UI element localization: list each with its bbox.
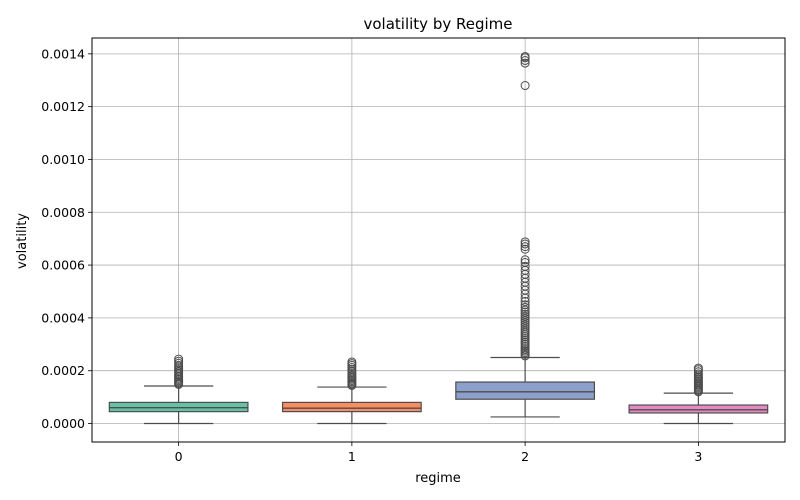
x-tick-label: 1	[348, 449, 356, 464]
outlier-point	[520, 244, 530, 254]
x-tick-label: 3	[694, 449, 702, 464]
x-tick-label: 2	[521, 449, 529, 464]
outlier-point	[520, 311, 530, 321]
y-tick-label: 0.0014	[41, 46, 85, 61]
outlier-point	[693, 369, 703, 379]
iqr-box	[455, 381, 596, 400]
outlier-point	[520, 58, 530, 68]
outlier-point	[520, 239, 530, 249]
outlier-point	[520, 81, 530, 91]
outlier-point	[520, 297, 530, 307]
outlier-point	[520, 302, 530, 312]
outlier-point	[693, 367, 703, 377]
y-tick-label: 0.0012	[41, 99, 85, 114]
outlier-point	[520, 237, 530, 247]
y-axis-label: volatility	[15, 213, 30, 269]
outlier-point	[347, 357, 357, 367]
box-group-regime-1	[281, 357, 422, 425]
iqr-box	[628, 404, 769, 414]
grid-layer	[92, 38, 785, 442]
box-group-regime-0	[108, 354, 249, 425]
outlier-point	[174, 358, 184, 368]
outlier-point	[520, 51, 530, 61]
chart-title: volatility by Regime	[364, 15, 513, 33]
iqr-box	[281, 401, 422, 413]
box-group-regime-2	[455, 51, 596, 418]
tick-layer: 0.0000 0.0002 0.0004 0.0006 0.0008 0.0010 0.00…	[41, 46, 702, 464]
outlier-point	[520, 309, 530, 319]
x-axis-label: regime	[415, 471, 461, 486]
outlier-point	[174, 354, 184, 364]
y-tick-label: 0.0006	[41, 258, 85, 273]
outlier-point	[520, 257, 530, 267]
y-tick-label: 0.0008	[41, 205, 85, 220]
outlier-point	[520, 261, 530, 271]
outlier-point	[693, 363, 703, 373]
x-tick-label: 0	[175, 449, 183, 464]
y-tick-label: 0.0000	[41, 416, 85, 431]
outlier-point	[174, 356, 184, 366]
outlier-point	[174, 360, 184, 370]
outlier-point	[520, 242, 530, 252]
outlier-point	[347, 363, 357, 373]
outlier-point	[520, 255, 530, 265]
y-tick-label: 0.0002	[41, 363, 85, 378]
plot-frame	[91, 37, 786, 443]
box-group-regime-3	[628, 363, 769, 425]
y-tick-label: 0.0004	[41, 310, 85, 325]
outlier-point	[520, 307, 530, 317]
outlier-point	[520, 300, 530, 310]
box-layer	[108, 51, 769, 425]
y-tick-label: 0.0010	[41, 152, 85, 167]
outlier-point	[520, 55, 530, 65]
